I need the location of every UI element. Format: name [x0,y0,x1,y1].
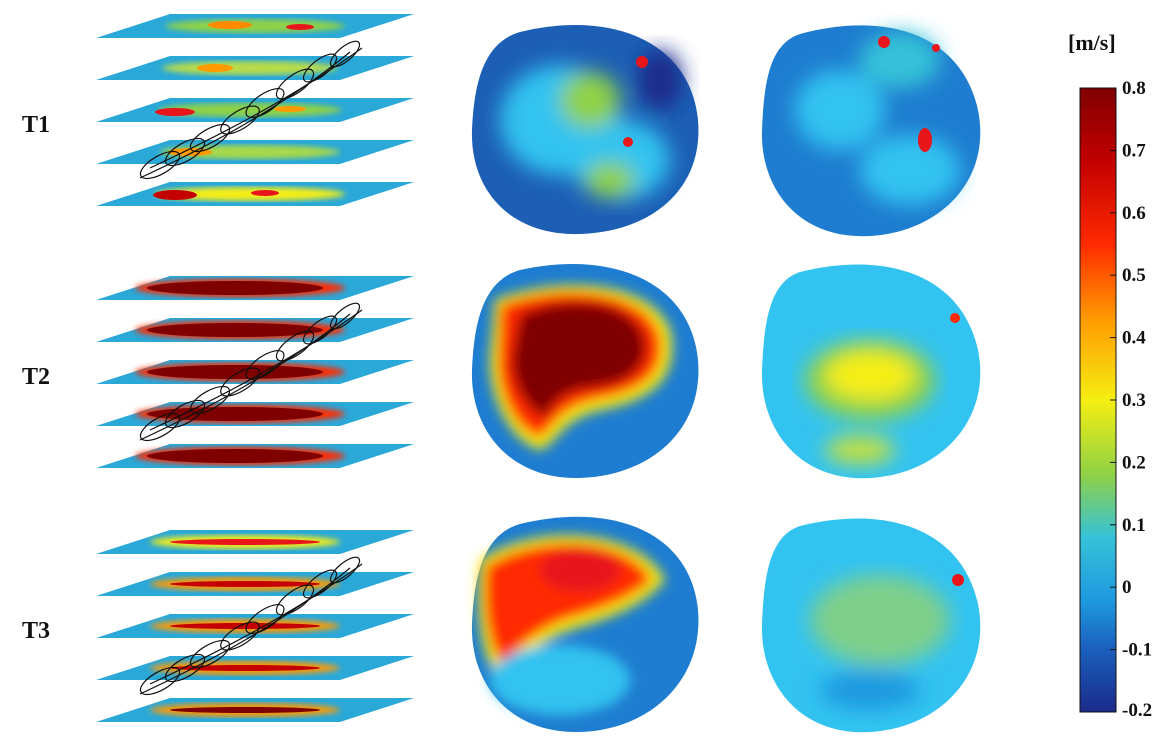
plane [96,402,414,426]
cross-section-t1-b [761,25,981,237]
colorbar-tick-label: 0 [1122,577,1132,598]
colorbar-tick-label: 0.6 [1122,203,1146,224]
colorbar-tick-label: 0.4 [1122,328,1146,349]
colorbar-tick-label: -0.2 [1122,700,1152,721]
row-label-t1: T1 [22,112,51,138]
cross-section-t3-b [761,518,981,733]
plane [96,140,414,164]
plane [96,572,414,596]
row-t1 [96,14,981,237]
vessel-mesh [139,556,363,696]
colorbar-tick-label: 0.5 [1122,265,1146,286]
plane [96,444,414,468]
cross-section-t3-a [471,516,699,733]
colorbar-tick-label: 0.1 [1122,515,1146,536]
plane-stack-t1 [96,14,414,206]
colorbar-tick-label: 0.8 [1122,78,1146,99]
cross-section-t1-a [471,25,699,235]
plane [96,656,414,680]
vessel-mesh [139,302,363,442]
plane [96,614,414,638]
colorbar-tick-label: 0.7 [1122,140,1146,161]
plane-stack-t2 [96,276,414,468]
plane [96,530,414,554]
plane-stack-t3 [96,530,414,722]
plane [96,98,414,122]
colorbar-tick-label: -0.1 [1122,640,1152,661]
row-t2 [96,264,981,479]
colorbar-unit: [m/s] [1068,30,1116,55]
plane [96,276,414,300]
plane [96,360,414,384]
plane [96,182,414,206]
vessel-mesh [139,40,363,180]
row-label-t2: T2 [22,364,51,390]
cross-section-t2-b [761,264,981,479]
plane [96,56,414,80]
row-t3 [96,516,981,733]
colorbar: 0.8 0.7 0.6 0.5 0.4 0.3 0.2 0.1 0 -0.1 -0.2 [1079,78,1152,721]
plane [96,698,414,722]
row-label-t3: T3 [22,618,51,644]
plane [96,318,414,342]
colorbar-tick-label: 0.3 [1122,390,1146,411]
colorbar-tick-label: 0.2 [1122,452,1146,473]
plane [96,14,414,38]
colorbar-ticks: 0.8 0.7 0.6 0.5 0.4 0.3 0.2 0.1 0 -0.1 -0.2 [1110,78,1152,721]
cross-section-t2-a [471,264,699,479]
